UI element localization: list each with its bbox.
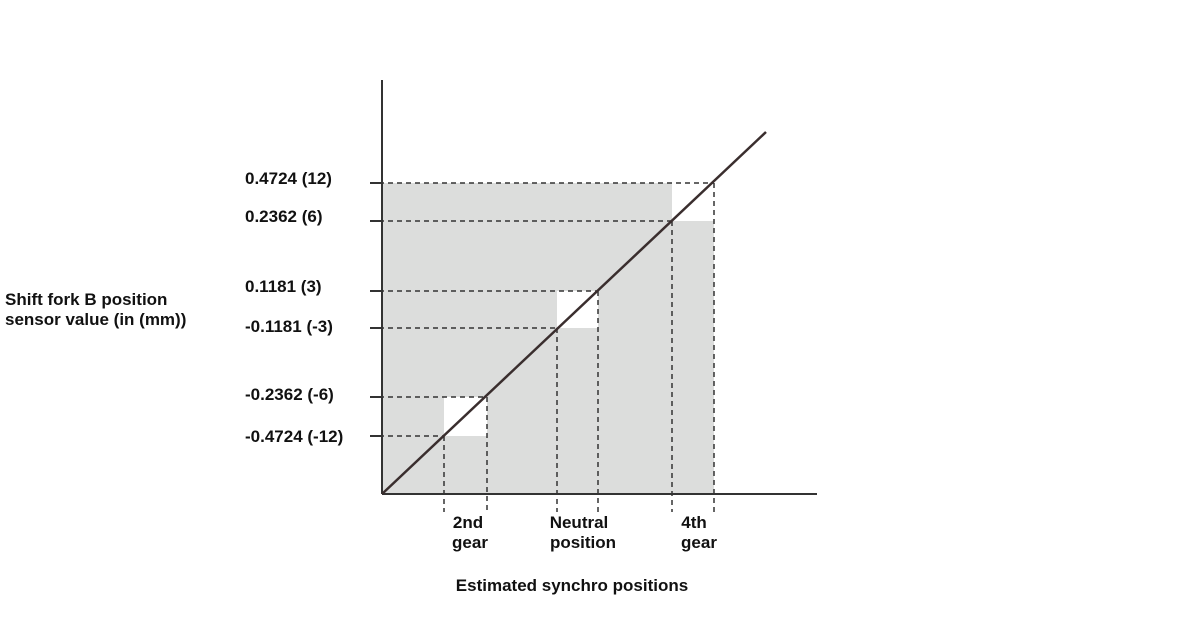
x-label: position [550,533,616,552]
y-label: -0.2362 (-6) [245,385,334,404]
dashed-guides [370,182,715,512]
x-label: 4th [681,513,707,532]
ticks [370,182,382,437]
x-label: Neutral [550,513,609,532]
diagonal [381,131,767,495]
h-guides [370,182,714,437]
y-label: 0.4724 (12) [245,169,332,188]
x-axis-title: Estimated synchro positions [456,576,688,595]
y-label: 0.1181 (3) [245,277,322,296]
x-label: 2nd [453,513,483,532]
x-label: gear [452,533,488,552]
y-label: -0.4724 (-12) [245,427,343,446]
y-label: 0.2362 (6) [245,207,323,226]
v-guides [443,183,715,512]
x-label: gear [681,533,717,552]
y-axis-title: sensor value (in (mm)) [5,310,186,329]
y-axis-title: Shift fork B position [5,290,167,309]
y-label: -0.1181 (-3) [245,317,333,336]
